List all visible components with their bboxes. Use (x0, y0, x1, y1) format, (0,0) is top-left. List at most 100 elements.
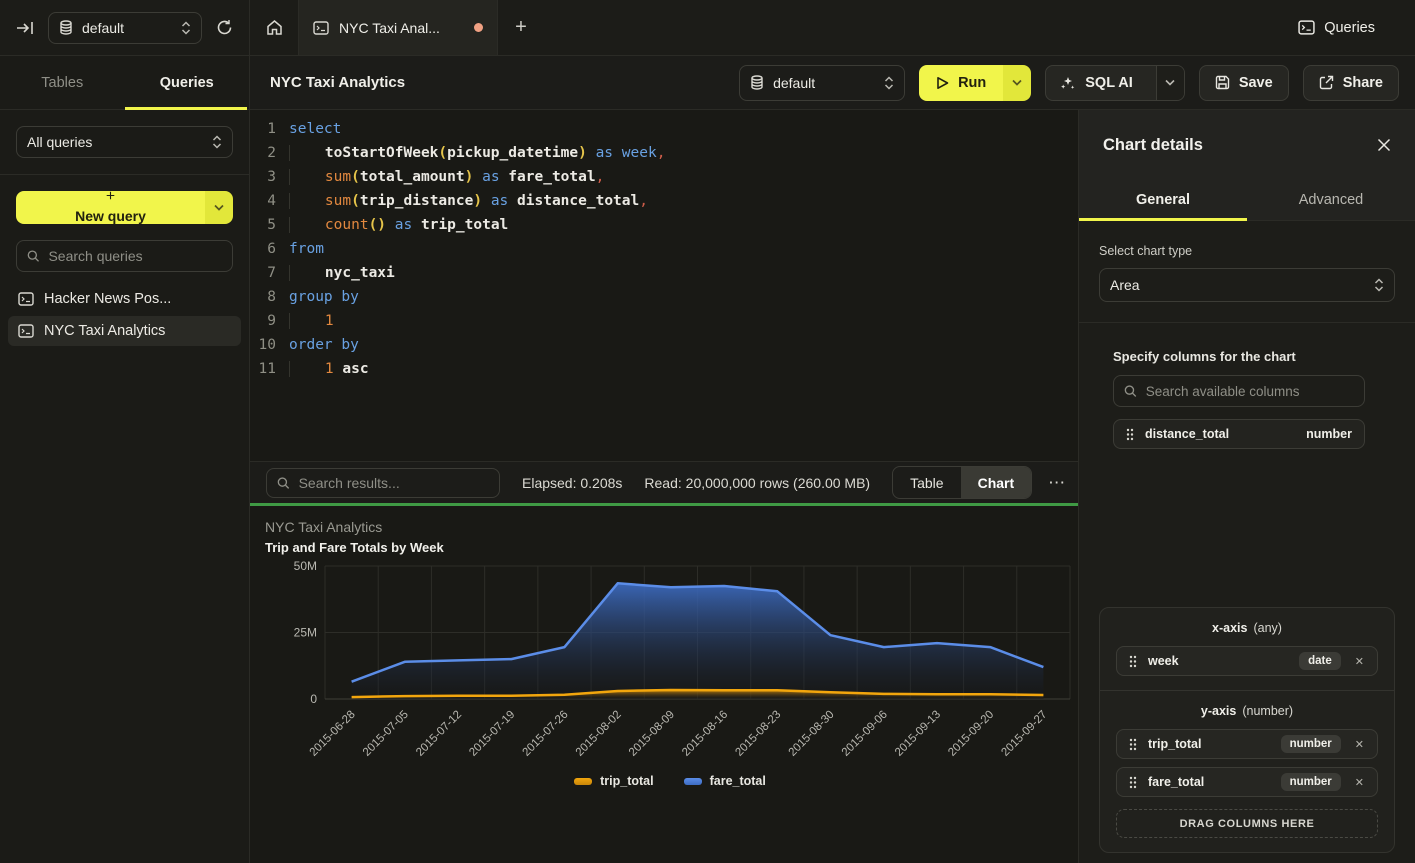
axis-column-week[interactable]: week date ✕ (1116, 646, 1378, 676)
line-number: 10 (258, 337, 276, 353)
token-kw: select (289, 121, 342, 137)
results-search-input[interactable] (298, 474, 489, 491)
x-tick-label: 2015-09-13 (893, 709, 943, 759)
save-label: Save (1238, 74, 1273, 91)
code-text: sum(total_amount) as fare_total, (276, 165, 604, 189)
code-line: 9 1 (250, 309, 1078, 333)
token-kw: as (490, 193, 509, 209)
axis-title: x-axis (1212, 621, 1248, 635)
remove-column-icon[interactable]: ✕ (1354, 655, 1364, 668)
home-button[interactable] (250, 0, 298, 55)
refresh-icon (217, 20, 232, 35)
legend-item-trip_total[interactable]: trip_total (574, 774, 654, 788)
token-pr: () (368, 217, 387, 233)
type-badge: date (1299, 652, 1341, 670)
y-axis-header: y-axis (number) (1116, 704, 1378, 718)
resize-divider[interactable] (250, 503, 1078, 506)
close-panel-button[interactable] (1377, 138, 1391, 152)
sidebar-divider (0, 174, 249, 175)
play-icon (937, 76, 949, 89)
chart-type-select[interactable]: Area (1099, 268, 1395, 302)
x-tick-label: 2015-09-20 (946, 709, 996, 759)
drag-columns-dropzone[interactable]: DRAG COLUMNS HERE (1116, 809, 1378, 838)
chevron-updown-icon (885, 75, 894, 90)
remove-column-icon[interactable]: ✕ (1354, 776, 1364, 789)
details-tabs: General Advanced (1079, 180, 1415, 221)
sql-ai-button[interactable]: SQL AI (1046, 66, 1147, 100)
code-line: 10 order by (250, 333, 1078, 357)
new-tab-button[interactable]: + (498, 0, 544, 55)
run-label: Run (958, 74, 987, 91)
x-tick-label: 2015-08-16 (680, 709, 730, 759)
column-name: distance_total (1145, 427, 1230, 441)
token-sp (613, 145, 622, 161)
axis-hint: (number) (1242, 704, 1294, 718)
new-query-dropdown-button[interactable] (205, 191, 233, 224)
query-filter-select[interactable]: All queries (16, 126, 233, 158)
sidebar-tabs: Tables Queries (0, 56, 249, 110)
chart-legend: trip_total fare_total (265, 774, 1075, 788)
run-database-selector[interactable]: default (739, 64, 906, 101)
code-text: 1 (276, 309, 334, 333)
axis-column-trip_total[interactable]: trip_total number ✕ (1116, 729, 1378, 759)
token-kw: order by (289, 337, 359, 353)
query-search-input[interactable] (48, 248, 222, 264)
remove-column-icon[interactable]: ✕ (1354, 738, 1364, 751)
share-button[interactable]: Share (1302, 64, 1399, 101)
token-id: fare_total (508, 169, 596, 185)
x-tick-label: 2015-08-30 (787, 709, 837, 759)
axis-section-divider (1100, 690, 1394, 691)
query-tab[interactable]: NYC Taxi Anal... (298, 0, 498, 55)
queries-nav-label: Queries (1324, 19, 1375, 36)
token-num: 1 (324, 361, 334, 377)
query-tab-title: NYC Taxi Anal... (339, 19, 440, 36)
home-icon (266, 20, 282, 35)
query-list-item[interactable]: NYC Taxi Analytics (8, 316, 241, 346)
token-id: trip_total (420, 217, 509, 233)
sidebar-content: All queries New query H (0, 110, 249, 362)
code-text: sum(trip_distance) as distance_total, (276, 189, 648, 213)
refresh-button[interactable] (216, 19, 233, 36)
tab-advanced[interactable]: Advanced (1298, 192, 1364, 208)
query-list-item[interactable]: Hacker News Pos... (8, 284, 241, 314)
run-button[interactable]: Run (919, 64, 1004, 101)
topbar-left: default (0, 0, 250, 55)
tab-tables[interactable]: Tables (41, 74, 84, 91)
token-pr: ) (473, 193, 483, 209)
y-tick-label: 25M (294, 626, 317, 640)
sql-editor[interactable]: 1 select 2 toStartOfWeek(pickup_datetime) … (250, 110, 1078, 461)
new-query-button[interactable]: New query (16, 191, 205, 224)
axis-column-fare_total[interactable]: fare_total number ✕ (1116, 767, 1378, 797)
elapsed-stat: Elapsed: 0.208s (522, 474, 623, 491)
token-pr: ( (351, 169, 360, 185)
legend-item-fare_total[interactable]: fare_total (683, 774, 766, 788)
available-column-row[interactable]: distance_total number (1113, 419, 1365, 449)
tab-queries[interactable]: Queries (124, 56, 250, 110)
axis-column-name: fare_total (1148, 775, 1205, 789)
token-sp (386, 217, 395, 233)
sql-ai-dropdown-button[interactable] (1155, 65, 1184, 100)
columns-search (1113, 375, 1365, 407)
collapse-sidebar-button[interactable] (16, 20, 34, 36)
topbar-database-value: default (82, 19, 125, 36)
tab-general[interactable]: General (1079, 180, 1247, 221)
legend-swatch (574, 777, 593, 785)
view-toggle-chart[interactable]: Chart (960, 467, 1032, 498)
queries-nav-button[interactable]: Queries (1298, 20, 1415, 36)
token-num: 1 (324, 313, 334, 329)
terminal-icon (18, 292, 34, 306)
run-dropdown-button[interactable] (1003, 64, 1032, 101)
sql-ai-split-button: SQL AI (1045, 64, 1185, 101)
code-text: 1 asc (276, 357, 369, 381)
save-button[interactable]: Save (1198, 64, 1289, 101)
y-tick-label: 0 (310, 692, 317, 706)
columns-search-input[interactable] (1145, 383, 1354, 399)
view-toggle-table[interactable]: Table (893, 467, 960, 498)
drag-handle-icon (1129, 655, 1137, 667)
token-id: asc (342, 361, 369, 377)
topbar-database-selector[interactable]: default (48, 11, 202, 44)
more-options-icon[interactable]: ⋯ (1048, 472, 1067, 492)
query-header: NYC Taxi Analytics default Run (250, 56, 1415, 110)
query-item-label: Hacker News Pos... (44, 291, 172, 307)
